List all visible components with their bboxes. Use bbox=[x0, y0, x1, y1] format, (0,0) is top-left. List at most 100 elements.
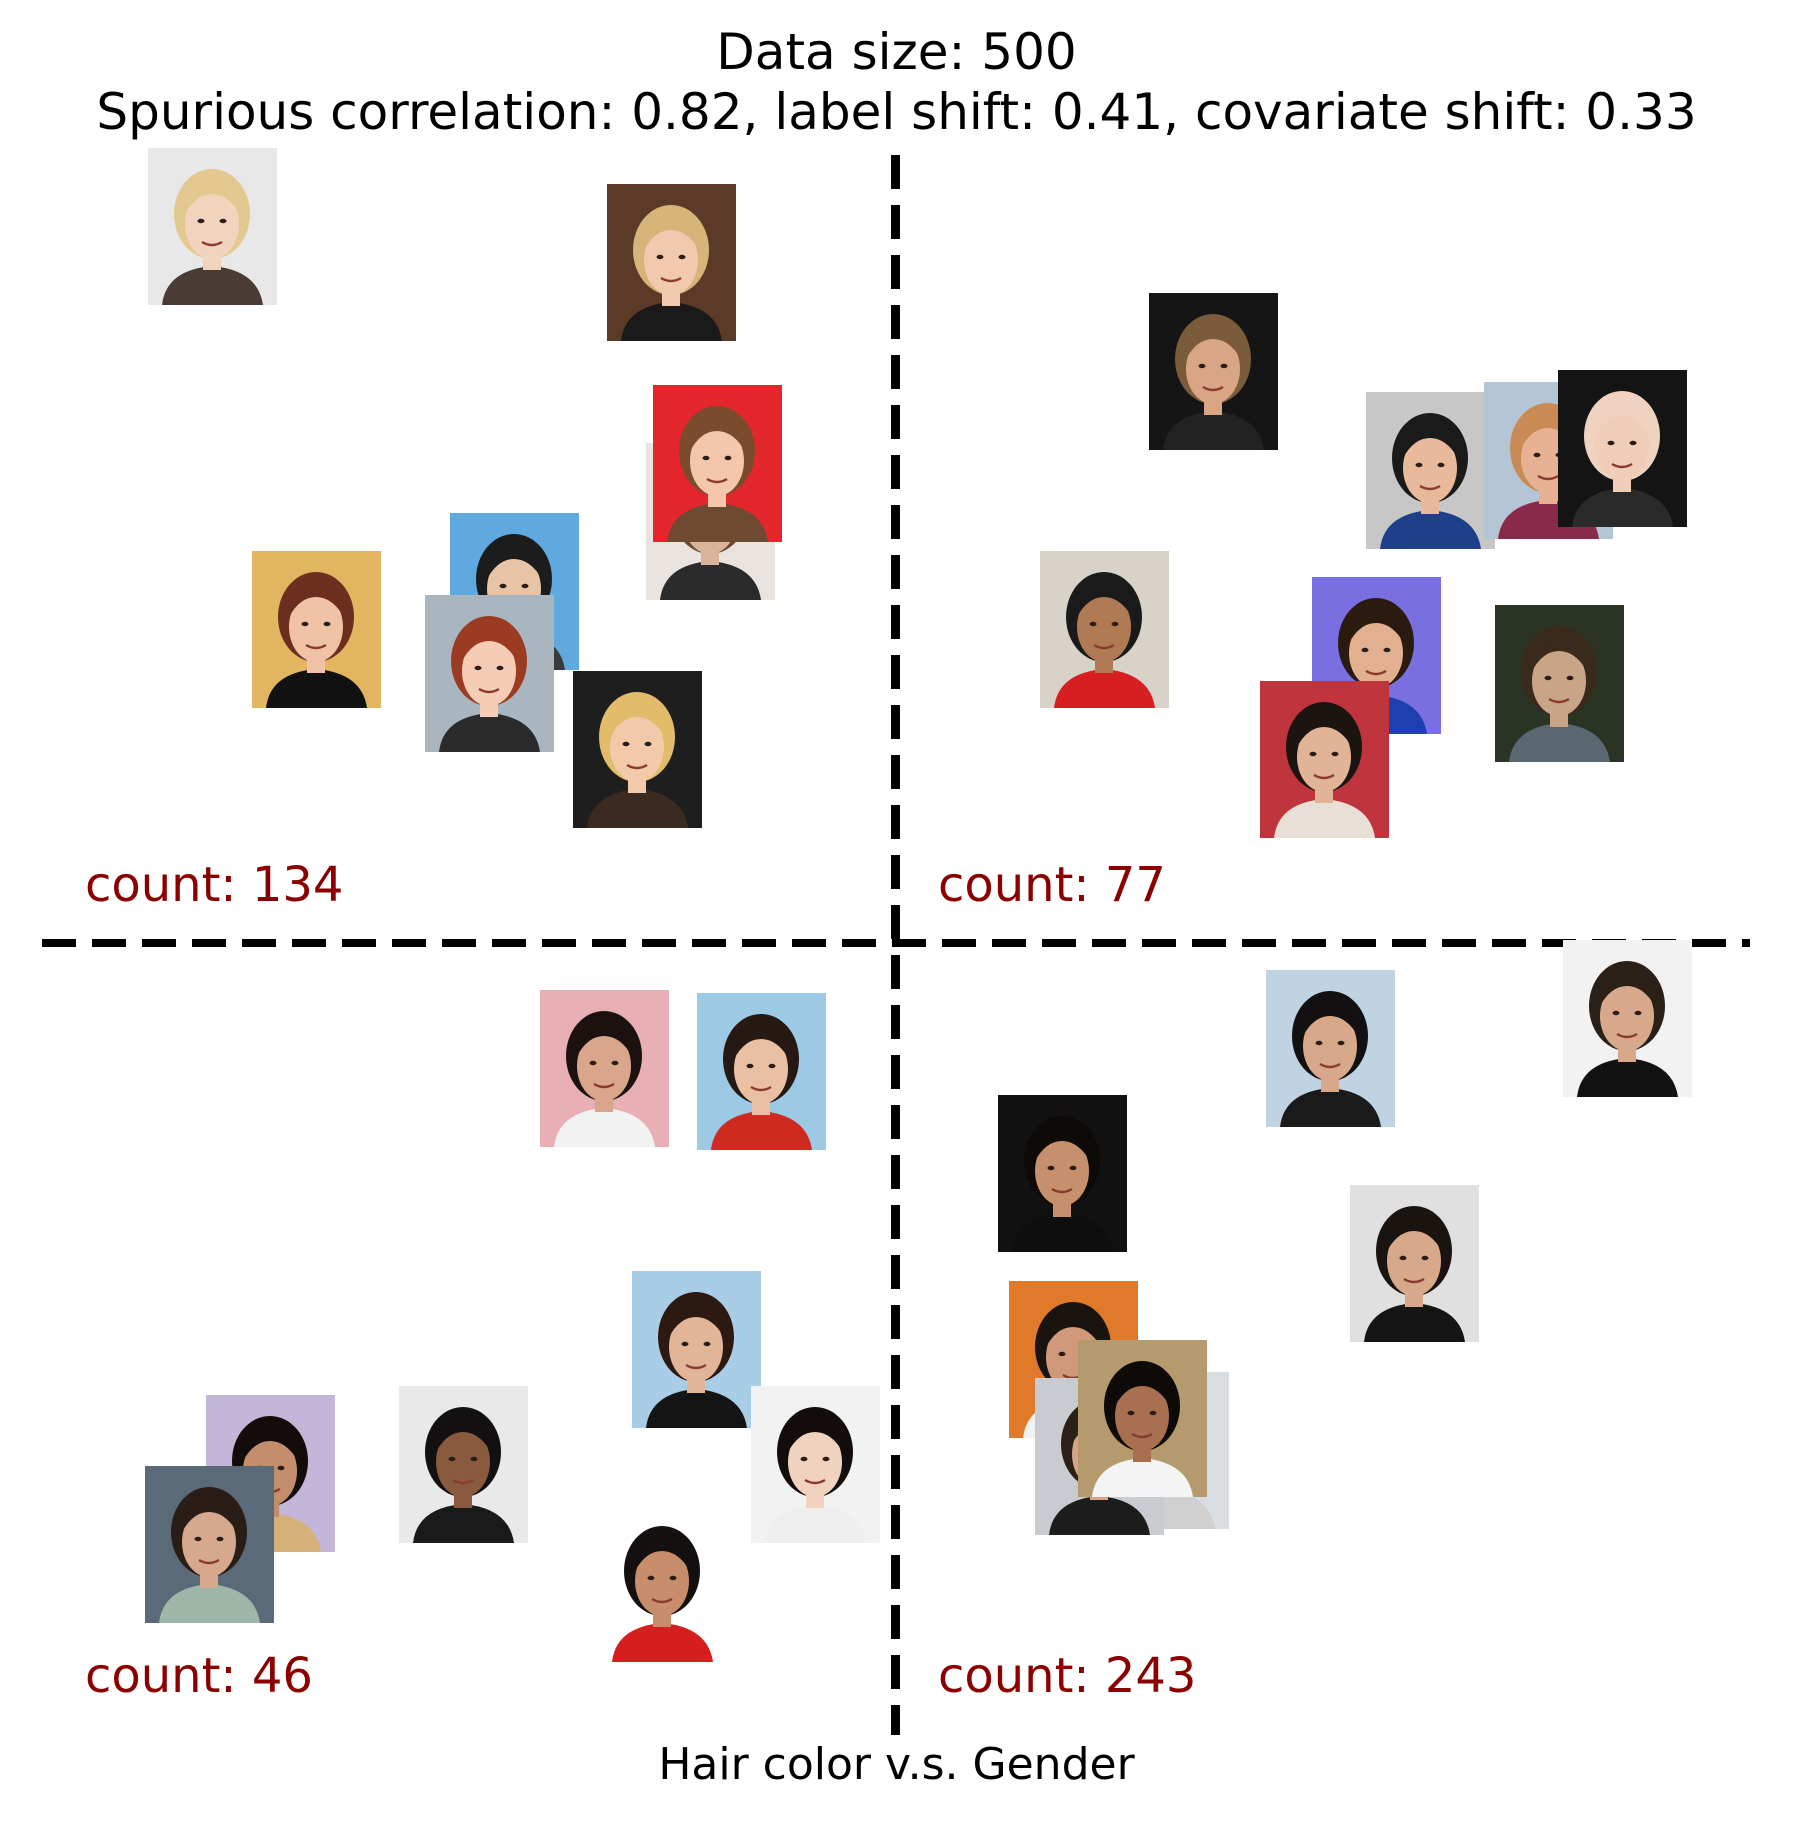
face-shoulders bbox=[439, 713, 540, 752]
face-fringe bbox=[644, 218, 699, 250]
face-fringe bbox=[487, 547, 542, 579]
face-shoulders bbox=[1577, 1058, 1678, 1097]
face-eye-left bbox=[622, 741, 630, 747]
face-mouth bbox=[750, 1085, 772, 1092]
face-mouth bbox=[1548, 697, 1570, 704]
face-thumbnail-top-right bbox=[1260, 681, 1389, 838]
face-eye-left bbox=[589, 1060, 597, 1066]
face-shoulders bbox=[765, 1504, 866, 1543]
face-fringe bbox=[610, 705, 665, 737]
face-eye-left bbox=[681, 1341, 689, 1347]
face-shoulders bbox=[1380, 510, 1481, 549]
face-fringe bbox=[462, 629, 517, 661]
face-eye-right bbox=[822, 1456, 830, 1462]
face-fringe bbox=[289, 585, 344, 617]
face-fringe bbox=[734, 1027, 789, 1059]
face-thumbnail-top-right bbox=[1149, 293, 1278, 450]
face-mouth bbox=[1616, 1032, 1638, 1039]
face-head bbox=[1387, 1226, 1441, 1296]
face-thumbnail-top-right bbox=[1040, 551, 1169, 708]
face-fringe bbox=[690, 419, 745, 451]
face-shoulders bbox=[554, 1108, 655, 1147]
face-shoulders bbox=[1092, 1458, 1193, 1497]
face-eye-left bbox=[1361, 647, 1369, 653]
face-eye-right bbox=[611, 1060, 619, 1066]
face-thumbnail-bottom-left bbox=[632, 1271, 761, 1428]
face-mouth bbox=[478, 687, 500, 694]
face-thumbnail-bottom-right bbox=[998, 1095, 1127, 1252]
face-shoulders bbox=[711, 1111, 812, 1150]
face-mouth bbox=[1537, 474, 1559, 481]
face-thumbnail-top-left bbox=[607, 184, 736, 341]
face-head bbox=[669, 1312, 723, 1382]
face-eye-left bbox=[1544, 675, 1552, 681]
face-shoulders bbox=[646, 1389, 747, 1428]
face-eye-right bbox=[644, 741, 652, 747]
face-head bbox=[734, 1034, 788, 1104]
face-eye-left bbox=[197, 218, 205, 224]
face-eye-left bbox=[647, 1575, 655, 1581]
face-shoulders bbox=[612, 1623, 713, 1662]
face-fringe bbox=[1115, 1374, 1170, 1406]
face-eye-left bbox=[1058, 1351, 1066, 1357]
face-thumbnail-top-right bbox=[1366, 392, 1495, 549]
face-thumbnail-bottom-left bbox=[598, 1505, 727, 1662]
face-fringe bbox=[1303, 1004, 1358, 1036]
face-mouth bbox=[593, 1082, 615, 1089]
face-head bbox=[1595, 411, 1649, 481]
face-thumbnail-top-left bbox=[252, 551, 381, 708]
face-mouth bbox=[1313, 773, 1335, 780]
face-fringe bbox=[1403, 426, 1458, 458]
face-shoulders bbox=[266, 669, 367, 708]
face-eye-right bbox=[724, 455, 732, 461]
face-eye-right bbox=[1383, 647, 1391, 653]
face-head bbox=[1349, 618, 1403, 688]
face-mouth bbox=[1051, 1187, 1073, 1194]
face-thumbnail-bottom-left bbox=[697, 993, 826, 1150]
face-eye-right bbox=[219, 218, 227, 224]
face-head bbox=[182, 1507, 236, 1577]
x-axis-label: Hair color v.s. Gender bbox=[658, 1739, 1135, 1790]
face-eye-right bbox=[703, 1341, 711, 1347]
face-eye-right bbox=[1421, 1255, 1429, 1261]
face-eye-left bbox=[448, 1456, 456, 1462]
face-eye-left bbox=[746, 1063, 754, 1069]
face-shoulders bbox=[660, 561, 761, 600]
face-shoulders bbox=[1163, 411, 1264, 450]
face-eye-left bbox=[1399, 1255, 1407, 1261]
face-fringe bbox=[577, 1024, 632, 1056]
face-thumbnail-bottom-right bbox=[1078, 1340, 1207, 1497]
face-thumbnail-top-left bbox=[425, 595, 554, 752]
face-head bbox=[577, 1031, 631, 1101]
face-eye-left bbox=[1198, 363, 1206, 369]
face-shoulders bbox=[1012, 1213, 1113, 1252]
face-mouth bbox=[1202, 385, 1224, 392]
face-fringe bbox=[635, 1539, 690, 1571]
face-shoulders bbox=[667, 503, 768, 542]
face-shoulders bbox=[1049, 1496, 1150, 1535]
face-head bbox=[610, 712, 664, 782]
face-eye-right bbox=[1634, 1010, 1642, 1016]
face-thumbnail-bottom-left bbox=[145, 1466, 274, 1623]
face-eye-left bbox=[1612, 1010, 1620, 1016]
face-shoulders bbox=[1054, 669, 1155, 708]
face-head bbox=[1532, 646, 1586, 716]
face-eye-right bbox=[470, 1456, 478, 1462]
face-mouth bbox=[198, 1558, 220, 1565]
face-thumbnail-bottom-right bbox=[1350, 1185, 1479, 1342]
face-fringe bbox=[1297, 715, 1352, 747]
face-shoulders bbox=[159, 1584, 260, 1623]
face-eye-right bbox=[216, 1536, 224, 1542]
face-eye-right bbox=[1437, 462, 1445, 468]
face-shoulders bbox=[587, 789, 688, 828]
face-head bbox=[1403, 433, 1457, 503]
face-eye-left bbox=[1127, 1410, 1135, 1416]
face-fringe bbox=[1349, 611, 1404, 643]
face-eye-left bbox=[1309, 751, 1317, 757]
face-eye-right bbox=[1149, 1410, 1157, 1416]
face-eye-right bbox=[277, 1465, 285, 1471]
face-mouth bbox=[1093, 643, 1115, 650]
face-shoulders bbox=[162, 266, 263, 305]
count-label-top-right: count: 77 bbox=[938, 857, 1166, 913]
face-shoulders bbox=[1274, 799, 1375, 838]
